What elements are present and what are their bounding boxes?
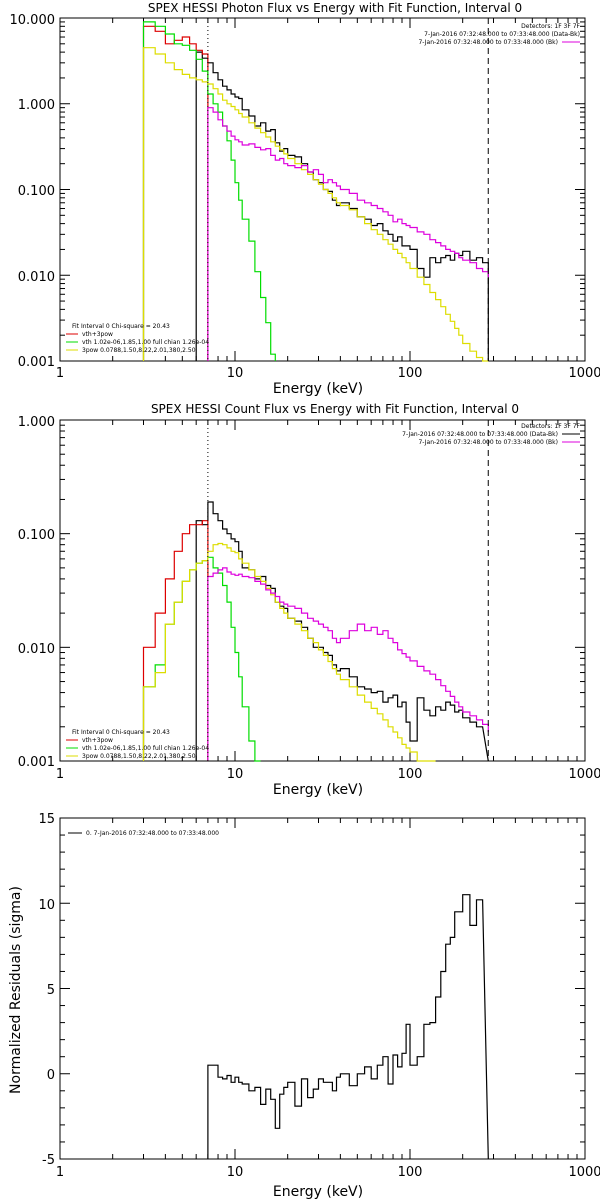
y-tick-label: 10 [38, 898, 55, 913]
series-line [144, 22, 276, 361]
series-line [144, 544, 436, 762]
legend-text: Fit Interval 0 Chi-square = 20.43 [72, 323, 170, 330]
x-tick-label: 100 [398, 767, 423, 782]
data-series [144, 502, 489, 761]
x-tick-label: 1 [56, 366, 64, 381]
legend-text: vth+3pow [82, 331, 113, 338]
legend-topleft: 0. 7-Jan-2016 07:32:48.000 to 07:33:48.0… [68, 830, 219, 837]
series-line [144, 521, 208, 761]
legend-text: vth 1.02e-06,1.85,1.00 full chian 1.26e-… [82, 745, 209, 752]
y-tick-label: 0.010 [18, 270, 55, 285]
legend-text: 0. 7-Jan-2016 07:32:48.000 to 07:33:48.0… [86, 830, 219, 837]
y-tick-label: 15 [38, 812, 55, 827]
y-tick-label: 5 [47, 983, 55, 998]
legend-text: 3pow 0.0788,1.50,8.22,2.01,380,2.50 [82, 753, 196, 760]
x-tick-label: 1000 [568, 1165, 600, 1180]
y-axis-label: Normalized Residuals (sigma) [8, 886, 24, 1094]
series-line [144, 26, 208, 361]
x-tick-label: 100 [398, 1165, 423, 1180]
series-line [144, 48, 489, 361]
x-tick-label: 100 [398, 366, 423, 381]
y-tick-label: 0.001 [18, 355, 55, 370]
y-tick-label: 0.100 [18, 184, 55, 199]
x-axis-label: Energy (keV) [273, 782, 363, 798]
x-tick-label: 1000 [568, 767, 600, 782]
x-tick-label: 1 [56, 767, 64, 782]
legend-text: 3pow 0.0788,1.50,8.22,2.01,380,2.50 [82, 347, 196, 354]
plot-frame [60, 18, 585, 361]
plot-frame [60, 420, 585, 761]
legend-text: Detectors: 1F 3F 7F [521, 23, 580, 30]
series-line [196, 52, 488, 361]
legend-text: 7-Jan-2016 07:32:48.000 to 07:33:48.000 … [402, 431, 558, 438]
series-line [208, 895, 488, 1159]
series-line [208, 568, 488, 761]
y-tick-label: 0 [47, 1068, 55, 1083]
legend-topright: Detectors: 1F 3F 7F 7-Jan-2016 07:32:48.… [402, 423, 580, 446]
data-series [208, 895, 488, 1159]
legend-text: 7-Jan-2016 07:32:48.000 to 07:33:48.000 … [424, 31, 580, 38]
legend-text: vth+3pow [82, 737, 113, 744]
axis-ticks [60, 818, 585, 1159]
legend-bottomleft: Fit Interval 0 Chi-square = 20.43 vth+3p… [66, 323, 209, 354]
y-tick-label: 10.000 [10, 13, 56, 28]
photon-flux-chart: SPEX HESSI Photon Flux vs Energy with Fi… [10, 1, 600, 397]
x-axis-label: Energy (keV) [273, 381, 363, 397]
legend-text: 7-Jan-2016 07:32:48.000 to 07:33:48.000 … [418, 39, 558, 46]
data-series [144, 22, 489, 361]
residuals-chart: 1 10 100 1000 Energy (keV) -5 0 5 10 15 … [8, 812, 600, 1200]
legend-bottomleft: Fit Interval 0 Chi-square = 20.43 vth+3p… [66, 729, 209, 760]
legend-topright: Detectors: 1F 3F 7F 7-Jan-2016 07:32:48.… [418, 23, 580, 46]
series-line [196, 502, 488, 761]
x-tick-label: 10 [227, 767, 244, 782]
series-line [208, 108, 488, 361]
y-tick-label: 1.000 [18, 415, 55, 430]
chart-title: SPEX HESSI Count Flux vs Energy with Fit… [151, 402, 519, 416]
x-axis-label: Energy (keV) [273, 1184, 363, 1200]
plot-frame [60, 818, 585, 1159]
legend-text: 7-Jan-2016 07:32:48.000 to 07:33:48.000 … [418, 439, 558, 446]
axis-ticks [60, 18, 585, 361]
y-tick-label: -5 [42, 1153, 55, 1168]
x-tick-label: 10 [227, 366, 244, 381]
y-tick-label: 0.001 [18, 755, 55, 770]
count-flux-chart: SPEX HESSI Count Flux vs Energy with Fit… [18, 402, 600, 798]
x-tick-label: 10 [227, 1165, 244, 1180]
legend-text: Fit Interval 0 Chi-square = 20.43 [72, 729, 170, 736]
legend-text: vth 1.02e-06,1.85,1.00 full chian 1.26e-… [82, 339, 209, 346]
chart-title: SPEX HESSI Photon Flux vs Energy with Fi… [148, 1, 522, 15]
x-tick-label: 1 [56, 1165, 64, 1180]
y-tick-label: 0.100 [18, 528, 55, 543]
axis-ticks [60, 420, 585, 761]
y-tick-label: 0.010 [18, 642, 55, 657]
y-tick-label: 1.000 [18, 98, 55, 113]
legend-text: Detectors: 1F 3F 7F [521, 423, 580, 430]
x-tick-label: 1000 [568, 366, 600, 381]
